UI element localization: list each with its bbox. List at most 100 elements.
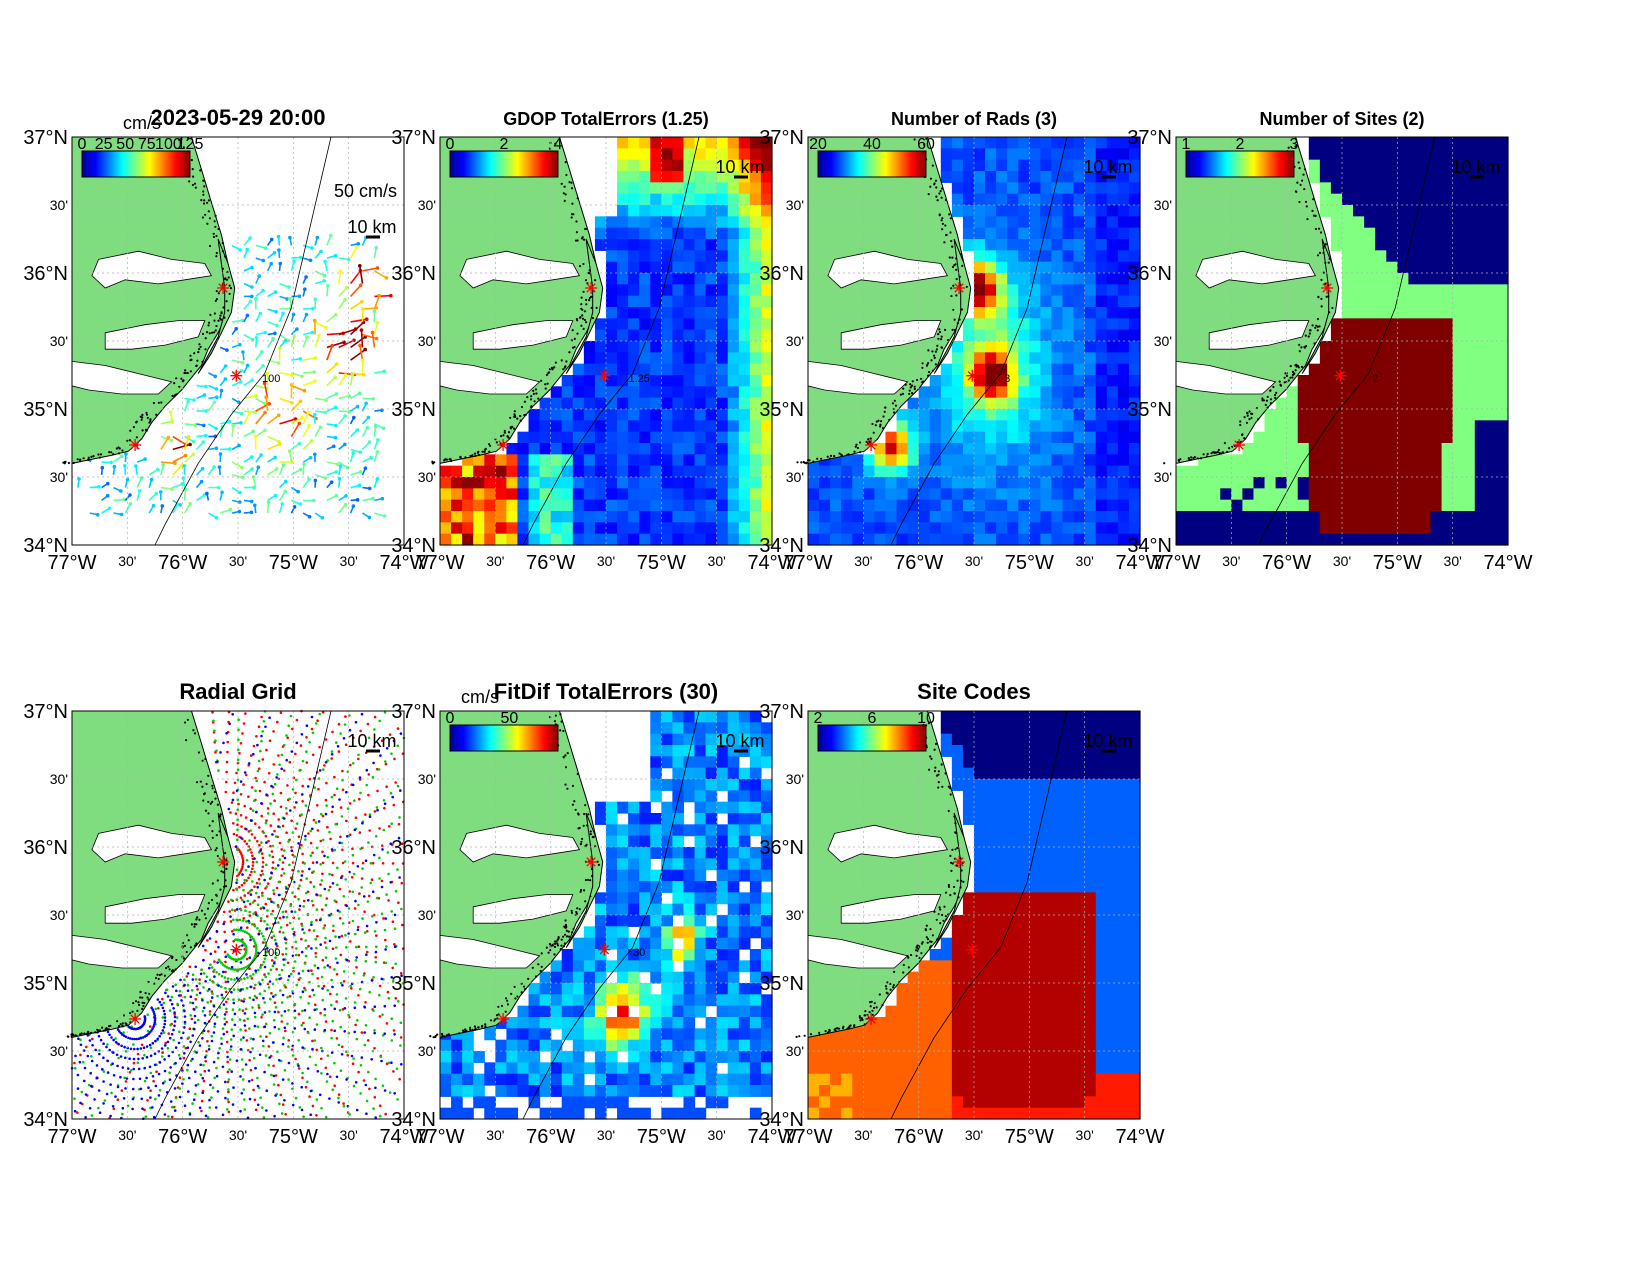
radial-dot — [282, 769, 286, 772]
field-cell — [517, 511, 530, 523]
field-cell — [1474, 454, 1487, 467]
field-cell — [672, 375, 685, 387]
field-cell — [1496, 443, 1509, 455]
coast-dot — [171, 394, 174, 397]
coast-dot — [1291, 376, 1294, 379]
field-cell — [1342, 477, 1354, 489]
field-cell — [1117, 341, 1130, 353]
coast-dot — [214, 225, 217, 228]
coast-dot — [224, 255, 227, 258]
radial-dot — [339, 1069, 343, 1072]
radial-dot — [206, 939, 209, 942]
field-cell — [1040, 522, 1053, 535]
field-cell — [1051, 499, 1064, 512]
field-cell — [550, 420, 563, 433]
field-cell — [1040, 329, 1053, 342]
radial-dot — [240, 825, 243, 828]
coast-dot — [560, 182, 563, 185]
radial-dot — [383, 806, 386, 810]
radial-dot — [266, 812, 270, 815]
field-cell — [1308, 431, 1321, 444]
field-cell — [1474, 386, 1487, 399]
field-cell — [716, 329, 729, 342]
field-cell — [1485, 295, 1498, 308]
radial-dot — [287, 1078, 290, 1081]
radial-dot — [312, 929, 316, 932]
field-cell — [1198, 477, 1210, 489]
field-cell — [808, 488, 820, 501]
coast-dot — [916, 378, 919, 382]
field-cell — [1220, 511, 1232, 523]
radial-dot — [264, 834, 268, 838]
field-cell — [1319, 182, 1332, 195]
field-cell — [1342, 295, 1354, 308]
field-cell — [1286, 533, 1299, 546]
field-cell — [1051, 318, 1064, 331]
field-cell — [1342, 205, 1354, 217]
field-cell — [1330, 193, 1343, 206]
field-cell — [1375, 193, 1387, 206]
field-cell — [1029, 239, 1041, 251]
radial-dot — [244, 869, 248, 872]
field-cell — [985, 499, 997, 512]
radial-dot — [254, 1108, 258, 1112]
field-cell — [1084, 352, 1097, 365]
field-cell — [672, 159, 685, 172]
field-cell — [1430, 488, 1443, 501]
field-cell — [1106, 273, 1119, 285]
field-cell — [606, 375, 618, 387]
field-cell — [940, 533, 953, 546]
field-cell — [1029, 465, 1041, 478]
field-cell — [650, 397, 662, 410]
coast-dot — [936, 344, 939, 347]
field-cell — [1029, 171, 1041, 183]
radial-dot — [256, 1076, 259, 1080]
field-cell — [863, 454, 875, 467]
field-cell — [1220, 522, 1232, 535]
field-cell — [1419, 499, 1432, 512]
map-frame — [1175, 136, 1509, 546]
radial-dot — [241, 1068, 244, 1071]
field-cell — [727, 386, 740, 399]
field-cell — [484, 533, 496, 546]
field-cell — [705, 284, 718, 297]
coast-dot — [516, 417, 519, 420]
field-cell — [1452, 420, 1465, 433]
field-cell — [1397, 477, 1409, 489]
field-cell — [572, 431, 585, 444]
coast-dot — [217, 292, 220, 295]
radial-dot — [245, 931, 249, 934]
site-marker-stroke — [130, 440, 140, 450]
coast-dot — [563, 366, 567, 369]
radial-dot — [257, 1006, 261, 1009]
field-cell — [1408, 477, 1421, 489]
current-arrow — [219, 508, 231, 514]
field-cell — [639, 443, 651, 455]
field-cell — [1275, 454, 1288, 467]
radial-dot — [227, 1110, 231, 1114]
field-cell — [760, 499, 773, 512]
coast-dot — [961, 264, 964, 267]
radial-dot — [157, 1007, 160, 1010]
field-cell — [550, 431, 563, 444]
colorbar-tick-label: 2 — [1236, 136, 1245, 153]
field-cell — [716, 420, 729, 433]
field-cell — [594, 352, 607, 365]
field-cell — [473, 477, 485, 489]
colorbar-tick-label: 2 — [500, 136, 509, 153]
field-cell — [1496, 159, 1509, 172]
field-cell — [1040, 171, 1053, 183]
field-cell — [1084, 454, 1097, 467]
field-cell — [996, 386, 1008, 399]
field-cell — [1029, 227, 1041, 240]
coast-dot — [202, 190, 205, 193]
coast-dot — [874, 424, 877, 427]
lon-tick-label: 30' — [340, 553, 358, 569]
field-cell — [738, 465, 751, 478]
radial-dot — [231, 930, 234, 933]
field-cell — [1452, 239, 1465, 251]
coast-dot — [1312, 198, 1315, 201]
field-cell — [1441, 443, 1454, 455]
field-cell — [1430, 137, 1443, 149]
current-arrow-head — [333, 435, 338, 440]
